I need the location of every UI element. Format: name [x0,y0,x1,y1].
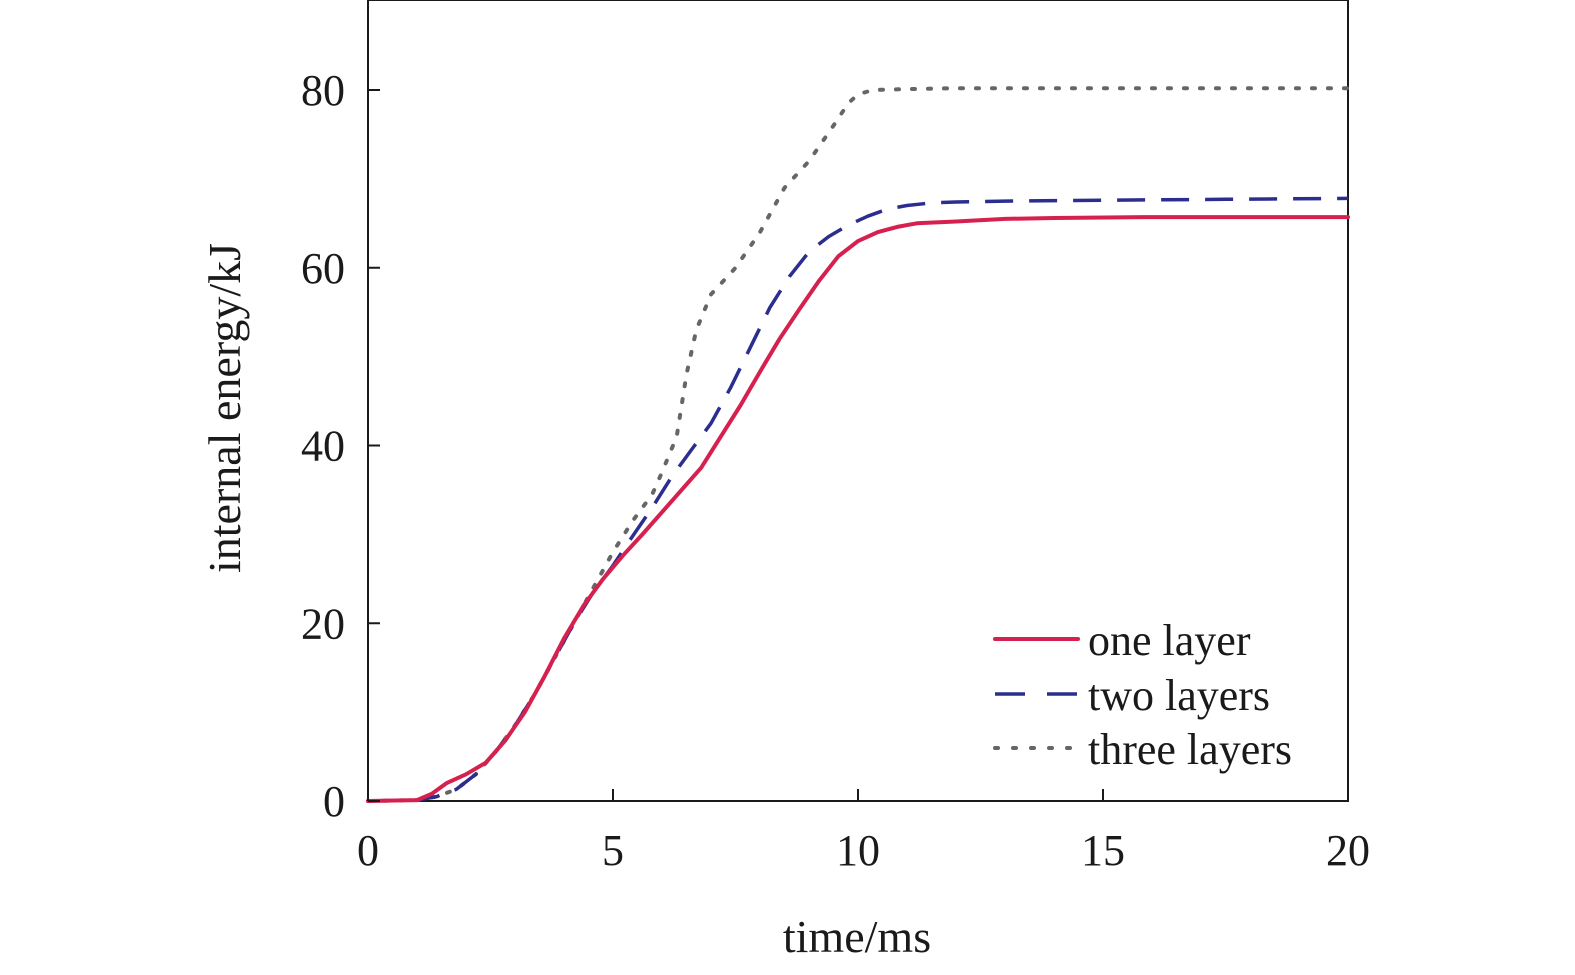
legend-label-one-layer: one layer [1088,616,1251,665]
y-tick-label: 80 [301,66,345,115]
series-line-three-layers [366,86,1350,803]
y-tick-label: 0 [323,777,345,826]
y-tick-label: 40 [301,422,345,471]
x-tick-label: 15 [1081,826,1125,875]
legend: one layer two layers three layers [993,616,1292,774]
x-axis-title: time/ms [783,911,931,962]
x-tick-label: 20 [1326,826,1370,875]
x-tick-label: 10 [836,826,880,875]
y-axis-title: internal energy/kJ [199,243,250,573]
series-lines [366,86,1350,803]
x-tick-label: 5 [602,826,624,875]
series-line-one-layer [366,215,1350,803]
y-tick-label: 60 [301,244,345,293]
legend-label-two-layers: two layers [1088,671,1270,720]
y-tick-label: 20 [301,599,345,648]
legend-label-three-layers: three layers [1088,725,1292,774]
x-tick-label: 0 [357,826,379,875]
axis-ticks: 0 5 10 15 20 0 20 40 60 80 [301,66,1370,875]
